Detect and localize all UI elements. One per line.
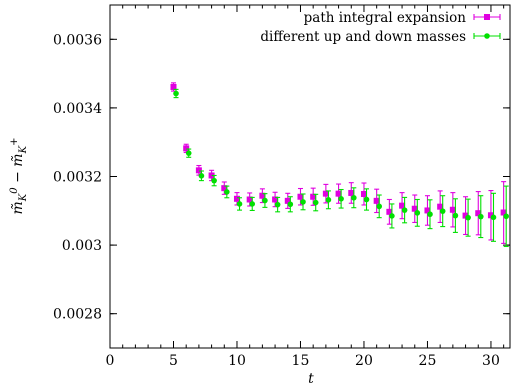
legend-sample-series-2 <box>473 33 501 39</box>
data-point <box>211 177 217 184</box>
data-point <box>170 83 177 90</box>
axis-tick-labels: 0 5 10 15 20 25 30 0.0028 0.003 0.0032 0.0034 0.003… <box>53 32 500 369</box>
data-point <box>287 201 294 208</box>
data-point <box>224 189 230 195</box>
data-point <box>389 213 395 219</box>
data-point <box>325 197 332 203</box>
data-point <box>322 190 329 197</box>
data-point <box>233 195 240 202</box>
axis-ticks <box>109 5 510 348</box>
series-1 <box>170 82 507 244</box>
data-point <box>284 197 291 204</box>
data-point <box>437 203 444 210</box>
legend-label-series-2: different up and down masses <box>260 29 466 45</box>
data-point <box>477 213 484 220</box>
y-tick-label: 0.0032 <box>53 170 102 186</box>
y-axis-label: m̃K0 − m̃K+ <box>9 138 29 215</box>
data-point <box>386 208 393 215</box>
legend-label-series-1: path integral expansion <box>304 10 467 26</box>
data-point <box>312 199 319 206</box>
svg-text:m̃K0 − m̃K+: m̃K0 − m̃K+ <box>9 138 29 215</box>
x-tick-label: 25 <box>419 353 437 369</box>
data-point <box>401 207 408 213</box>
x-tick-label: 20 <box>355 353 373 369</box>
data-point <box>246 196 253 203</box>
plot-frame <box>109 4 511 349</box>
data-point <box>424 207 431 214</box>
legend: path integral expansion different up and… <box>260 10 501 45</box>
data-point <box>462 212 469 219</box>
y-label-left-sup: 0 <box>9 187 20 194</box>
data-point <box>439 208 446 214</box>
x-axis-label: t <box>308 371 314 385</box>
data-point <box>183 145 190 152</box>
data-point <box>449 206 456 213</box>
data-point <box>297 193 304 200</box>
data-point <box>208 172 215 179</box>
legend-marker <box>484 14 490 20</box>
data-point <box>272 196 279 203</box>
series-2 <box>173 88 509 248</box>
x-tick-label: 15 <box>292 353 310 369</box>
x-tick-label: 10 <box>228 353 246 369</box>
x-tick-label: 5 <box>169 353 178 369</box>
data-point <box>351 194 357 201</box>
y-tick-label: 0.0028 <box>53 307 102 323</box>
data-point <box>360 190 367 197</box>
x-tick-label: 0 <box>106 353 115 369</box>
y-label-minus: − <box>10 167 26 188</box>
data-point <box>475 210 482 217</box>
data-point <box>411 205 418 212</box>
data-point <box>503 213 509 220</box>
data-point <box>259 192 266 199</box>
data-point <box>221 185 228 192</box>
data-point <box>262 197 268 204</box>
data-point <box>274 201 281 208</box>
data-point <box>373 197 380 204</box>
y-label-right-sup: + <box>9 138 20 146</box>
y-label-right-sub: K <box>18 145 29 154</box>
y-tick-label: 0.0034 <box>53 101 102 117</box>
data-point <box>335 190 342 197</box>
legend-marker <box>484 33 490 39</box>
data-point <box>465 214 471 221</box>
data-point <box>490 214 497 221</box>
data-point <box>414 210 421 216</box>
data-point <box>338 195 344 202</box>
data-point <box>363 196 370 203</box>
data-point <box>195 167 202 174</box>
data-point <box>185 150 192 156</box>
legend-sample-series-1 <box>473 14 501 20</box>
data-point <box>310 193 317 200</box>
data-marks <box>170 82 509 248</box>
y-label-left-base: m̃ <box>10 201 26 214</box>
data-point <box>198 173 205 179</box>
data-point <box>348 189 355 196</box>
data-point <box>452 212 459 219</box>
data-point <box>300 199 306 205</box>
data-point <box>376 203 383 210</box>
data-point <box>249 201 256 207</box>
data-point <box>173 90 179 97</box>
data-point <box>236 201 243 207</box>
y-tick-label: 0.003 <box>62 238 102 254</box>
y-tick-label: 0.0036 <box>53 32 102 48</box>
x-tick-label: 30 <box>482 353 500 369</box>
data-point <box>500 209 507 216</box>
data-point <box>487 212 494 219</box>
y-label-left-sub: K <box>18 193 29 202</box>
data-point <box>427 211 433 218</box>
data-point <box>399 202 406 209</box>
y-label-right-base: m̃ <box>10 153 26 166</box>
